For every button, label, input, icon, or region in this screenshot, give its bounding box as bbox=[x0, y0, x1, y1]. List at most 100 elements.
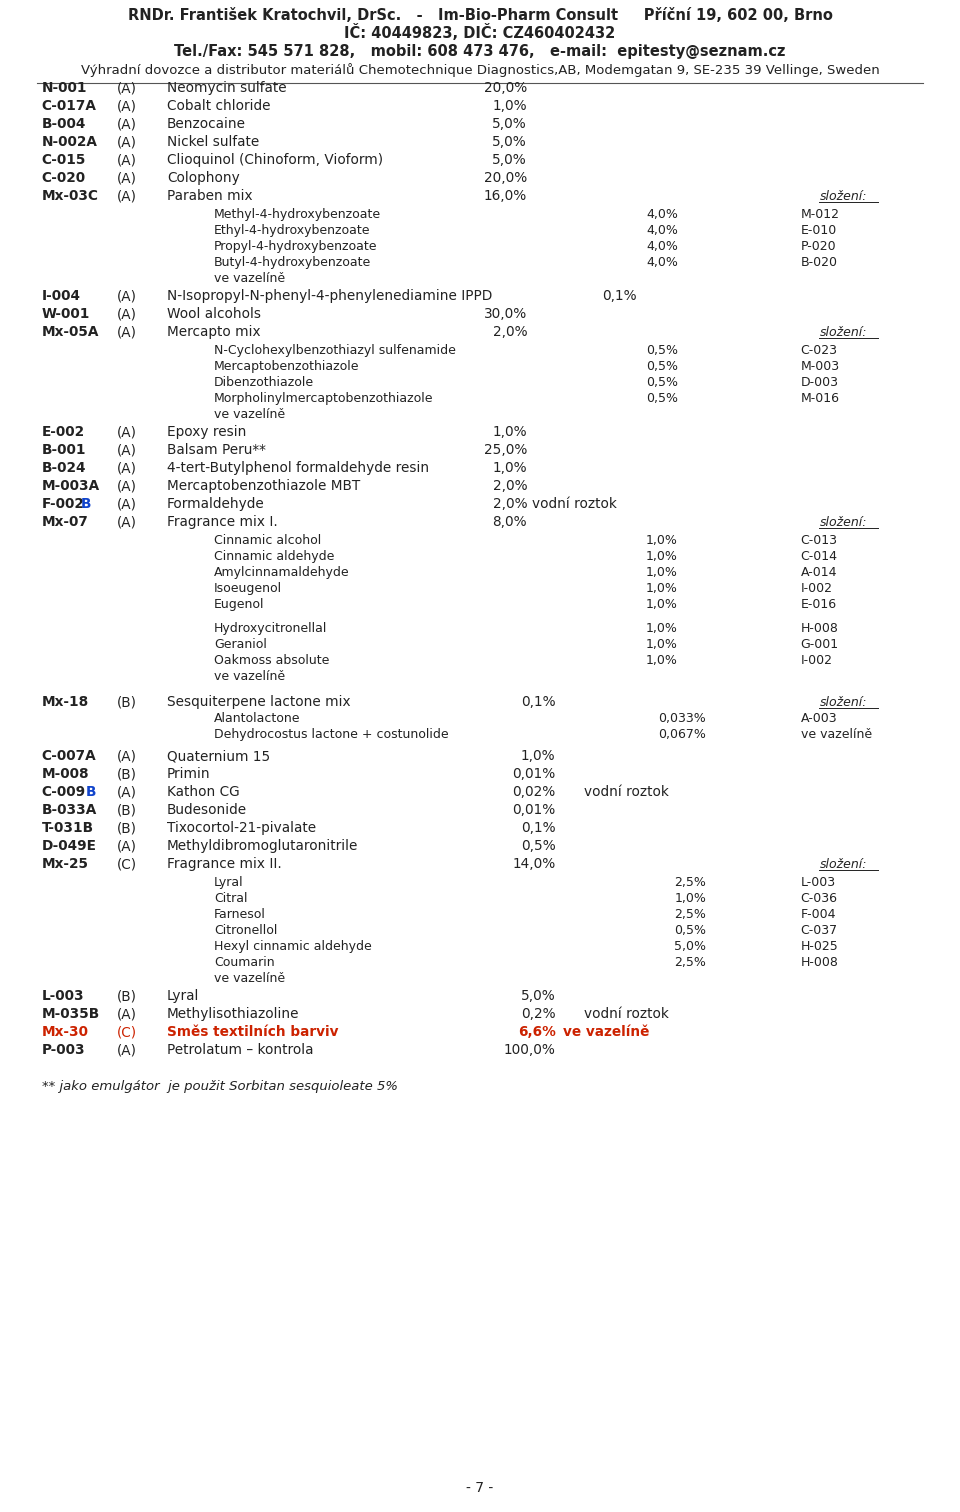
Text: (A): (A) bbox=[117, 325, 137, 339]
Text: G-001: G-001 bbox=[801, 638, 839, 652]
Text: (A): (A) bbox=[117, 171, 137, 184]
Text: 1,0%: 1,0% bbox=[646, 638, 678, 652]
Text: 1,0%: 1,0% bbox=[492, 98, 527, 113]
Text: Budesonide: Budesonide bbox=[167, 803, 247, 816]
Text: 2,5%: 2,5% bbox=[675, 875, 707, 889]
Text: Amylcinnamaldehyde: Amylcinnamaldehyde bbox=[214, 565, 349, 579]
Text: složení:: složení: bbox=[820, 327, 867, 339]
Text: I-002: I-002 bbox=[801, 582, 832, 596]
Text: 0,5%: 0,5% bbox=[674, 924, 707, 937]
Text: E-010: E-010 bbox=[801, 224, 837, 237]
Text: Cinnamic aldehyde: Cinnamic aldehyde bbox=[214, 550, 334, 562]
Text: 4,0%: 4,0% bbox=[646, 256, 678, 269]
Text: 5,0%: 5,0% bbox=[674, 940, 707, 953]
Text: Butyl-4-hydroxybenzoate: Butyl-4-hydroxybenzoate bbox=[214, 256, 372, 269]
Text: I-004: I-004 bbox=[41, 289, 81, 302]
Text: 4-tert-Butylphenol formaldehyde resin: 4-tert-Butylphenol formaldehyde resin bbox=[167, 461, 429, 475]
Text: 2,0%: 2,0% bbox=[492, 497, 527, 511]
Text: P-020: P-020 bbox=[801, 240, 836, 253]
Text: 1,0%: 1,0% bbox=[675, 892, 707, 906]
Text: ** jako emulgátor  je použit Sorbitan sesquioleate 5%: ** jako emulgátor je použit Sorbitan ses… bbox=[41, 1080, 397, 1093]
Text: N-Cyclohexylbenzothiazyl sulfenamide: N-Cyclohexylbenzothiazyl sulfenamide bbox=[214, 345, 456, 357]
Text: Mercapto mix: Mercapto mix bbox=[167, 325, 260, 339]
Text: B-001: B-001 bbox=[41, 443, 86, 457]
Text: B-020: B-020 bbox=[801, 256, 838, 269]
Text: (A): (A) bbox=[117, 189, 137, 203]
Text: 1,0%: 1,0% bbox=[646, 550, 678, 562]
Text: vodní roztok: vodní roztok bbox=[584, 785, 668, 798]
Text: složení:: složení: bbox=[820, 696, 867, 709]
Text: Mx-05A: Mx-05A bbox=[41, 325, 99, 339]
Text: 0,5%: 0,5% bbox=[646, 392, 678, 405]
Text: (B): (B) bbox=[117, 989, 137, 1002]
Text: 1,0%: 1,0% bbox=[646, 655, 678, 667]
Text: H-008: H-008 bbox=[801, 621, 838, 635]
Text: Clioquinol (Chinoform, Vioform): Clioquinol (Chinoform, Vioform) bbox=[167, 153, 383, 166]
Text: 0,02%: 0,02% bbox=[513, 785, 556, 798]
Text: Hydroxycitronellal: Hydroxycitronellal bbox=[214, 621, 327, 635]
Text: Alantolactone: Alantolactone bbox=[214, 712, 300, 724]
Text: 8,0%: 8,0% bbox=[492, 516, 527, 529]
Text: M-012: M-012 bbox=[801, 209, 840, 221]
Text: Lyral: Lyral bbox=[167, 989, 200, 1002]
Text: Coumarin: Coumarin bbox=[214, 956, 275, 969]
Text: (A): (A) bbox=[117, 461, 137, 475]
Text: složení:: složení: bbox=[820, 857, 867, 871]
Text: N-001: N-001 bbox=[41, 82, 87, 95]
Text: (A): (A) bbox=[117, 116, 137, 132]
Text: ve vazelíně: ve vazelíně bbox=[214, 972, 285, 984]
Text: 1,0%: 1,0% bbox=[646, 599, 678, 611]
Text: Citronellol: Citronellol bbox=[214, 924, 277, 937]
Text: 4,0%: 4,0% bbox=[646, 240, 678, 253]
Text: 0,5%: 0,5% bbox=[520, 839, 556, 853]
Text: Mx-30: Mx-30 bbox=[41, 1025, 88, 1039]
Text: (C): (C) bbox=[117, 857, 137, 871]
Text: Geraniol: Geraniol bbox=[214, 638, 267, 652]
Text: Methyl-4-hydroxybenzoate: Methyl-4-hydroxybenzoate bbox=[214, 209, 381, 221]
Text: 0,5%: 0,5% bbox=[646, 376, 678, 389]
Text: M-035B: M-035B bbox=[41, 1007, 100, 1021]
Text: (A): (A) bbox=[117, 98, 137, 113]
Text: RNDr. František Kratochvil, DrSc.   -   Im-Bio-Pharm Consult     Příční 19, 602 : RNDr. František Kratochvil, DrSc. - Im-B… bbox=[128, 8, 832, 23]
Text: 14,0%: 14,0% bbox=[513, 857, 556, 871]
Text: A-003: A-003 bbox=[801, 712, 837, 724]
Text: (A): (A) bbox=[117, 479, 137, 493]
Text: (A): (A) bbox=[117, 425, 137, 438]
Text: L-003: L-003 bbox=[41, 989, 84, 1002]
Text: 2,5%: 2,5% bbox=[675, 909, 707, 921]
Text: vodní roztok: vodní roztok bbox=[584, 1007, 668, 1021]
Text: Formaldehyde: Formaldehyde bbox=[167, 497, 265, 511]
Text: 5,0%: 5,0% bbox=[520, 989, 556, 1002]
Text: H-025: H-025 bbox=[801, 940, 838, 953]
Text: (A): (A) bbox=[117, 1007, 137, 1021]
Text: 1,0%: 1,0% bbox=[521, 748, 556, 764]
Text: (A): (A) bbox=[117, 82, 137, 95]
Text: B: B bbox=[85, 785, 96, 798]
Text: Fragrance mix II.: Fragrance mix II. bbox=[167, 857, 281, 871]
Text: Neomycin sulfate: Neomycin sulfate bbox=[167, 82, 286, 95]
Text: Wool alcohols: Wool alcohols bbox=[167, 307, 261, 321]
Text: 30,0%: 30,0% bbox=[484, 307, 527, 321]
Text: Mx-03C: Mx-03C bbox=[41, 189, 98, 203]
Text: (C): (C) bbox=[117, 1025, 137, 1039]
Text: M-003: M-003 bbox=[801, 360, 840, 373]
Text: Paraben mix: Paraben mix bbox=[167, 189, 252, 203]
Text: Výhradní dovozce a distributor materiálů Chemotechnique Diagnostics,AB, Modemgat: Výhradní dovozce a distributor materiálů… bbox=[81, 64, 879, 77]
Text: Epoxy resin: Epoxy resin bbox=[167, 425, 247, 438]
Text: - 7 -: - 7 - bbox=[467, 1480, 493, 1495]
Text: (A): (A) bbox=[117, 135, 137, 150]
Text: (A): (A) bbox=[117, 289, 137, 302]
Text: Mx-07: Mx-07 bbox=[41, 516, 88, 529]
Text: 1,0%: 1,0% bbox=[492, 461, 527, 475]
Text: (A): (A) bbox=[117, 443, 137, 457]
Text: E-016: E-016 bbox=[801, 599, 837, 611]
Text: (B): (B) bbox=[117, 696, 137, 709]
Text: (A): (A) bbox=[117, 307, 137, 321]
Text: ve vazelíně: ve vazelíně bbox=[214, 408, 285, 420]
Text: 5,0%: 5,0% bbox=[492, 135, 527, 150]
Text: Hexyl cinnamic aldehyde: Hexyl cinnamic aldehyde bbox=[214, 940, 372, 953]
Text: ve vazelíně: ve vazelíně bbox=[214, 670, 285, 683]
Text: 0,033%: 0,033% bbox=[659, 712, 707, 724]
Text: Colophony: Colophony bbox=[167, 171, 240, 184]
Text: Oakmoss absolute: Oakmoss absolute bbox=[214, 655, 329, 667]
